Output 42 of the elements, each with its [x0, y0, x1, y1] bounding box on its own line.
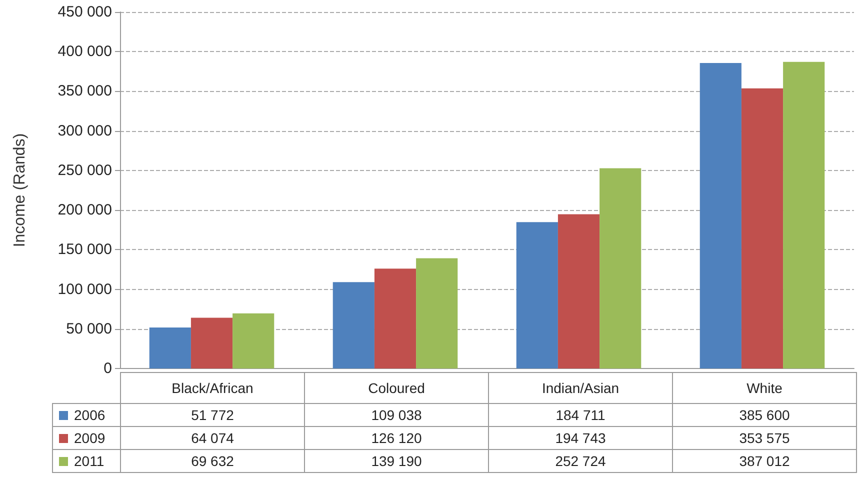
data-label: 194 743 — [488, 426, 672, 450]
bar — [600, 168, 642, 368]
data-label: 387 012 — [672, 450, 856, 472]
bar — [374, 268, 416, 368]
legend-label: 2011 — [52, 450, 120, 472]
x-tick-label: Indian/Asian — [488, 372, 672, 404]
bar — [332, 282, 374, 368]
data-label: 64 074 — [120, 426, 304, 450]
x-tick-label: Black/African — [120, 372, 304, 404]
data-label: 126 120 — [304, 426, 488, 450]
x-tick-label: White — [672, 372, 856, 404]
bar — [232, 313, 274, 368]
y-tick-label: 400 000 — [58, 43, 112, 60]
data-label: 109 038 — [304, 404, 488, 426]
y-tick-label: 250 000 — [58, 162, 112, 179]
bar — [783, 62, 825, 368]
legend-label: 2006 — [52, 404, 120, 426]
y-tick-label: 200 000 — [58, 202, 112, 219]
y-tick-label: 100 000 — [58, 280, 112, 298]
data-label: 252 724 — [488, 450, 672, 472]
y-tick-label: 300 000 — [58, 122, 112, 140]
data-label: 184 711 — [488, 404, 672, 426]
bar — [700, 63, 742, 368]
bar — [741, 88, 784, 368]
bar — [190, 318, 233, 368]
data-label: 139 190 — [304, 450, 488, 472]
y-tick-label: 0 — [104, 360, 112, 377]
data-label: 353 575 — [672, 426, 856, 450]
bar — [416, 258, 458, 368]
bar — [149, 327, 191, 368]
y-tick-label: 50 000 — [66, 320, 112, 338]
y-tick-label: 150 000 — [58, 241, 112, 258]
data-label: 69 632 — [120, 450, 304, 472]
y-tick-label: 450 000 — [58, 4, 112, 20]
y-tick-label: 350 000 — [58, 82, 112, 100]
y-axis-title: Income (Rands) — [12, 133, 28, 248]
bar — [516, 222, 558, 368]
bar — [558, 214, 600, 368]
data-label: 385 600 — [672, 404, 856, 426]
x-tick-label: Coloured — [304, 372, 488, 404]
data-label: 51 772 — [120, 404, 304, 426]
legend-label: 2009 — [52, 426, 120, 450]
